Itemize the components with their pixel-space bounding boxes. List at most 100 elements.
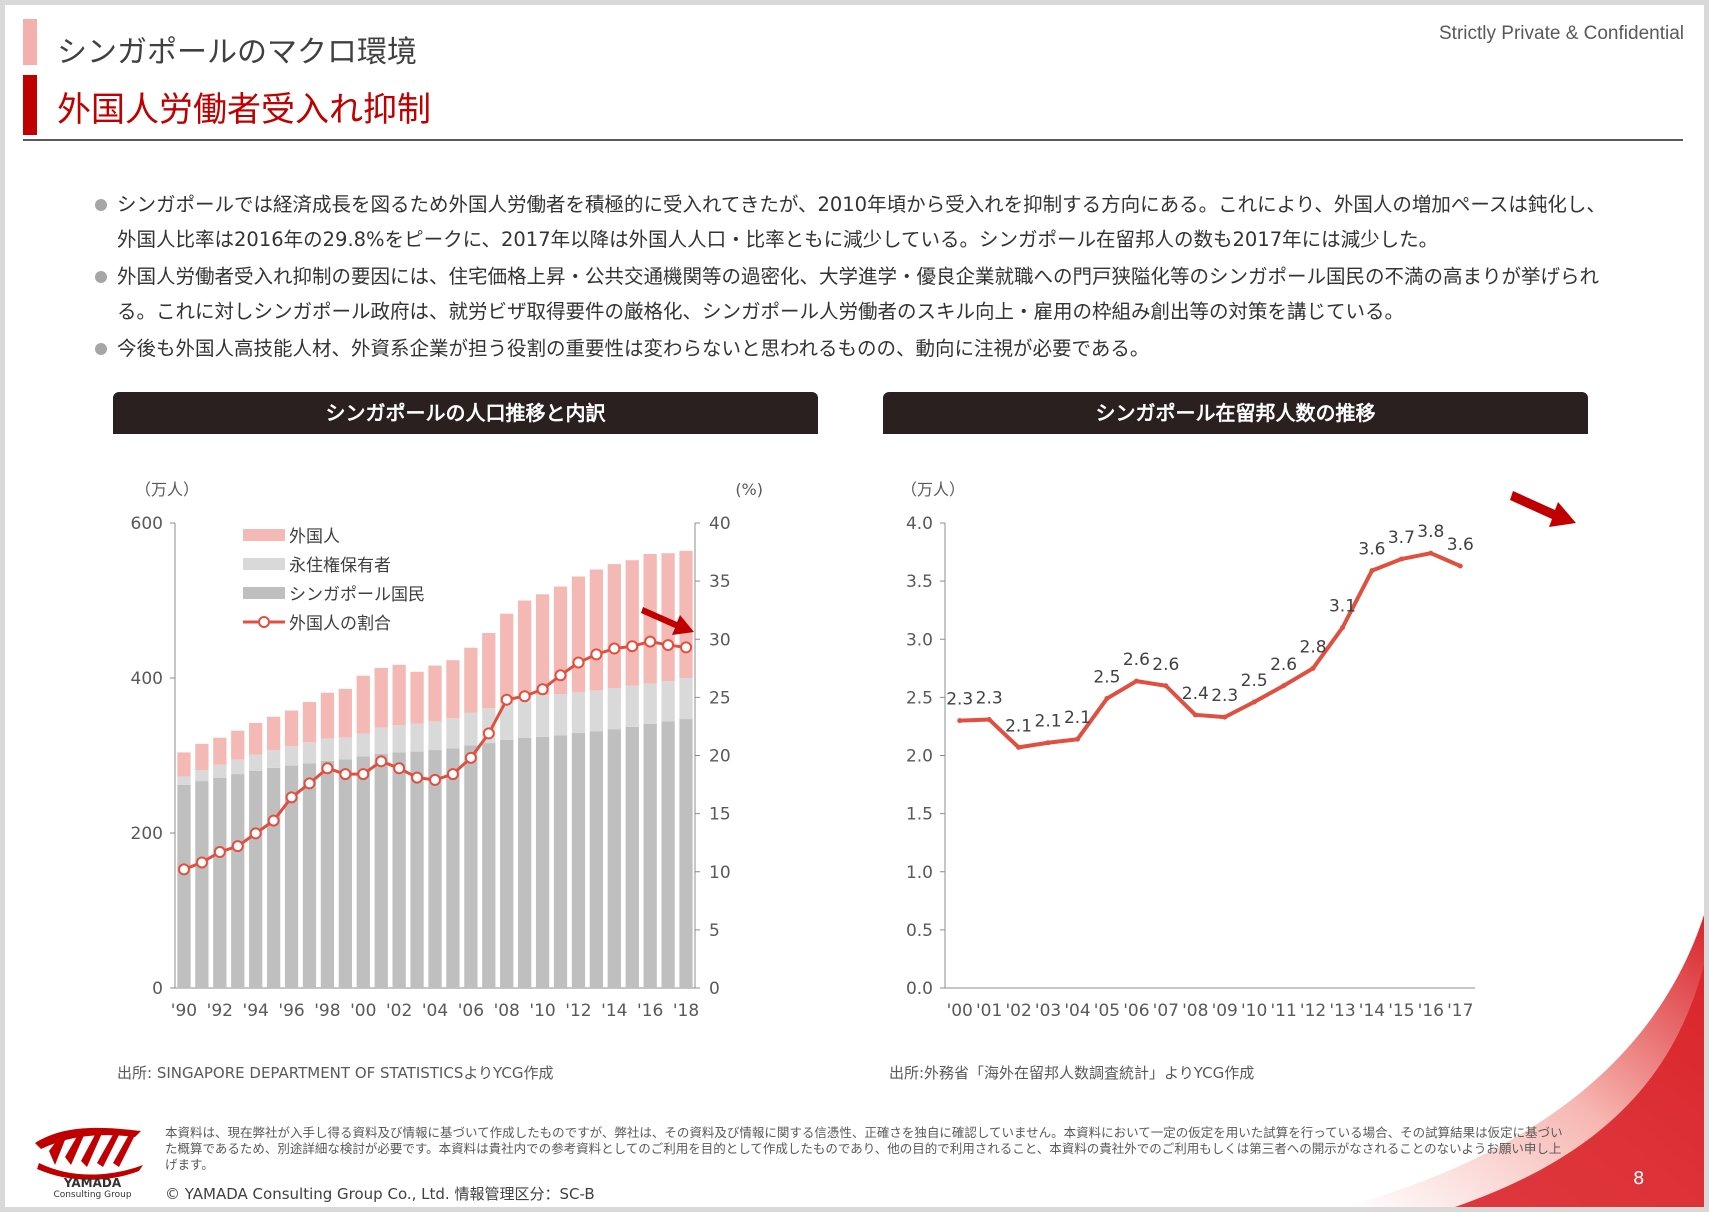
confidential-label: Strictly Private & Confidential	[1439, 23, 1684, 44]
bar-citizen	[231, 774, 245, 988]
ratio-point	[446, 768, 459, 781]
left-chart-title: シンガポールの人口推移と内訳	[113, 392, 818, 434]
data-label: 3.6	[1447, 535, 1474, 555]
ratio-point	[177, 863, 190, 876]
x-tick-label: '05	[1094, 1001, 1120, 1021]
ratio-point	[411, 771, 424, 784]
bar-foreign	[464, 647, 478, 713]
page-title: 外国人労働者受入れ抑制	[57, 90, 431, 130]
residents-point	[1369, 568, 1375, 574]
data-label: 2.6	[1123, 650, 1150, 670]
x-tick-label: '92	[207, 1001, 233, 1021]
section-title: シンガポールのマクロ環境	[57, 35, 417, 70]
residents-point	[1016, 744, 1022, 750]
x-tick-label: '90	[171, 1001, 197, 1021]
x-tick-label: '04	[1064, 1001, 1090, 1021]
right-y-tick-label: 30	[709, 630, 731, 650]
bar-citizen	[213, 777, 227, 988]
ratio-point	[680, 641, 693, 654]
bar-pr	[661, 681, 675, 722]
legend-swatch	[243, 558, 285, 570]
legend-swatch	[243, 587, 285, 599]
right-y-axis-unit: (%)	[735, 480, 763, 499]
bar-citizen	[464, 745, 478, 988]
logo-subtitle: Consulting Group	[53, 1190, 132, 1200]
bar-pr	[589, 690, 604, 732]
bar-citizen	[589, 731, 604, 988]
residents-line	[959, 551, 1462, 750]
ratio-point	[267, 814, 280, 827]
y-tick-label: 2.0	[906, 747, 933, 767]
bar-citizen	[177, 784, 191, 988]
bar-foreign	[428, 665, 442, 722]
bar-foreign	[607, 564, 621, 689]
data-label: 2.3	[946, 690, 973, 710]
residents-point	[1251, 699, 1257, 705]
legend-label: 外国人	[289, 527, 340, 547]
bar-foreign	[410, 671, 424, 724]
bar-citizen	[535, 736, 550, 988]
residents-point	[1192, 712, 1198, 718]
residents-point	[1428, 550, 1434, 556]
residents-point	[986, 716, 992, 722]
bar-foreign	[500, 613, 514, 703]
trend-arrow-icon	[1510, 491, 1576, 527]
bar-pr	[302, 742, 317, 764]
bar-pr	[679, 678, 693, 720]
ratio-point	[554, 669, 567, 682]
bar-citizen	[410, 751, 424, 988]
bar-pr	[213, 764, 227, 778]
bar-citizen	[571, 733, 586, 988]
bar-foreign	[249, 722, 263, 755]
left-y-tick-label: 0	[152, 979, 163, 999]
left-y-tick-label: 600	[131, 514, 163, 534]
ratio-point	[321, 762, 334, 775]
ratio-point	[536, 683, 549, 696]
right-y-tick-label: 35	[709, 572, 731, 592]
residents-point	[957, 718, 963, 724]
ratio-point	[285, 791, 298, 804]
bar-pr	[374, 727, 388, 754]
data-label: 2.5	[1093, 668, 1120, 688]
bar-citizen	[249, 771, 263, 988]
ratio-point	[608, 642, 621, 655]
x-tick-label: '13	[1329, 1001, 1355, 1021]
header-accent-light	[23, 19, 37, 65]
bar-foreign	[571, 576, 586, 692]
bar-pr	[446, 718, 460, 749]
legend-label: 外国人の割合	[289, 614, 391, 634]
ratio-point	[303, 777, 316, 790]
ratio-point	[339, 768, 352, 781]
ratio-point	[644, 635, 657, 648]
residents-point	[1163, 683, 1169, 689]
y-tick-label: 0.5	[906, 921, 933, 941]
bar-foreign	[625, 560, 639, 686]
x-tick-label: '06	[458, 1001, 484, 1021]
bullet-item: 今後も外国人高技能人材、外資系企業が担う役割の重要性は変わらないと思われるものの…	[95, 331, 1625, 366]
right-y-tick-label: 25	[709, 688, 731, 708]
x-tick-label: '15	[1388, 1001, 1414, 1021]
bar-citizen	[195, 781, 209, 988]
bar-pr	[195, 770, 209, 782]
bar-foreign	[284, 710, 299, 747]
bar-pr	[571, 691, 586, 734]
bullet-item: 外国人労働者受入れ抑制の要因には、住宅価格上昇・公共交通機関等の過密化、大学進学…	[95, 259, 1625, 329]
bar-citizen	[607, 729, 621, 988]
bar-foreign	[338, 688, 352, 738]
ratio-point	[249, 827, 262, 840]
data-label: 2.3	[1211, 686, 1238, 706]
y-tick-label: 3.0	[906, 630, 933, 650]
x-tick-label: '02	[386, 1001, 412, 1021]
bar-pr	[392, 725, 406, 753]
data-label: 2.1	[1005, 716, 1032, 736]
page-number: 8	[1633, 1168, 1645, 1189]
ratio-point	[213, 845, 226, 858]
bar-citizen	[338, 759, 352, 988]
bar-foreign	[482, 633, 496, 709]
data-label: 2.4	[1182, 684, 1209, 704]
data-label: 2.1	[1064, 708, 1091, 728]
x-tick-label: '10	[1241, 1001, 1267, 1021]
bar-citizen	[392, 752, 406, 988]
bar-foreign	[213, 737, 227, 765]
right-y-tick-label: 0	[709, 979, 720, 999]
